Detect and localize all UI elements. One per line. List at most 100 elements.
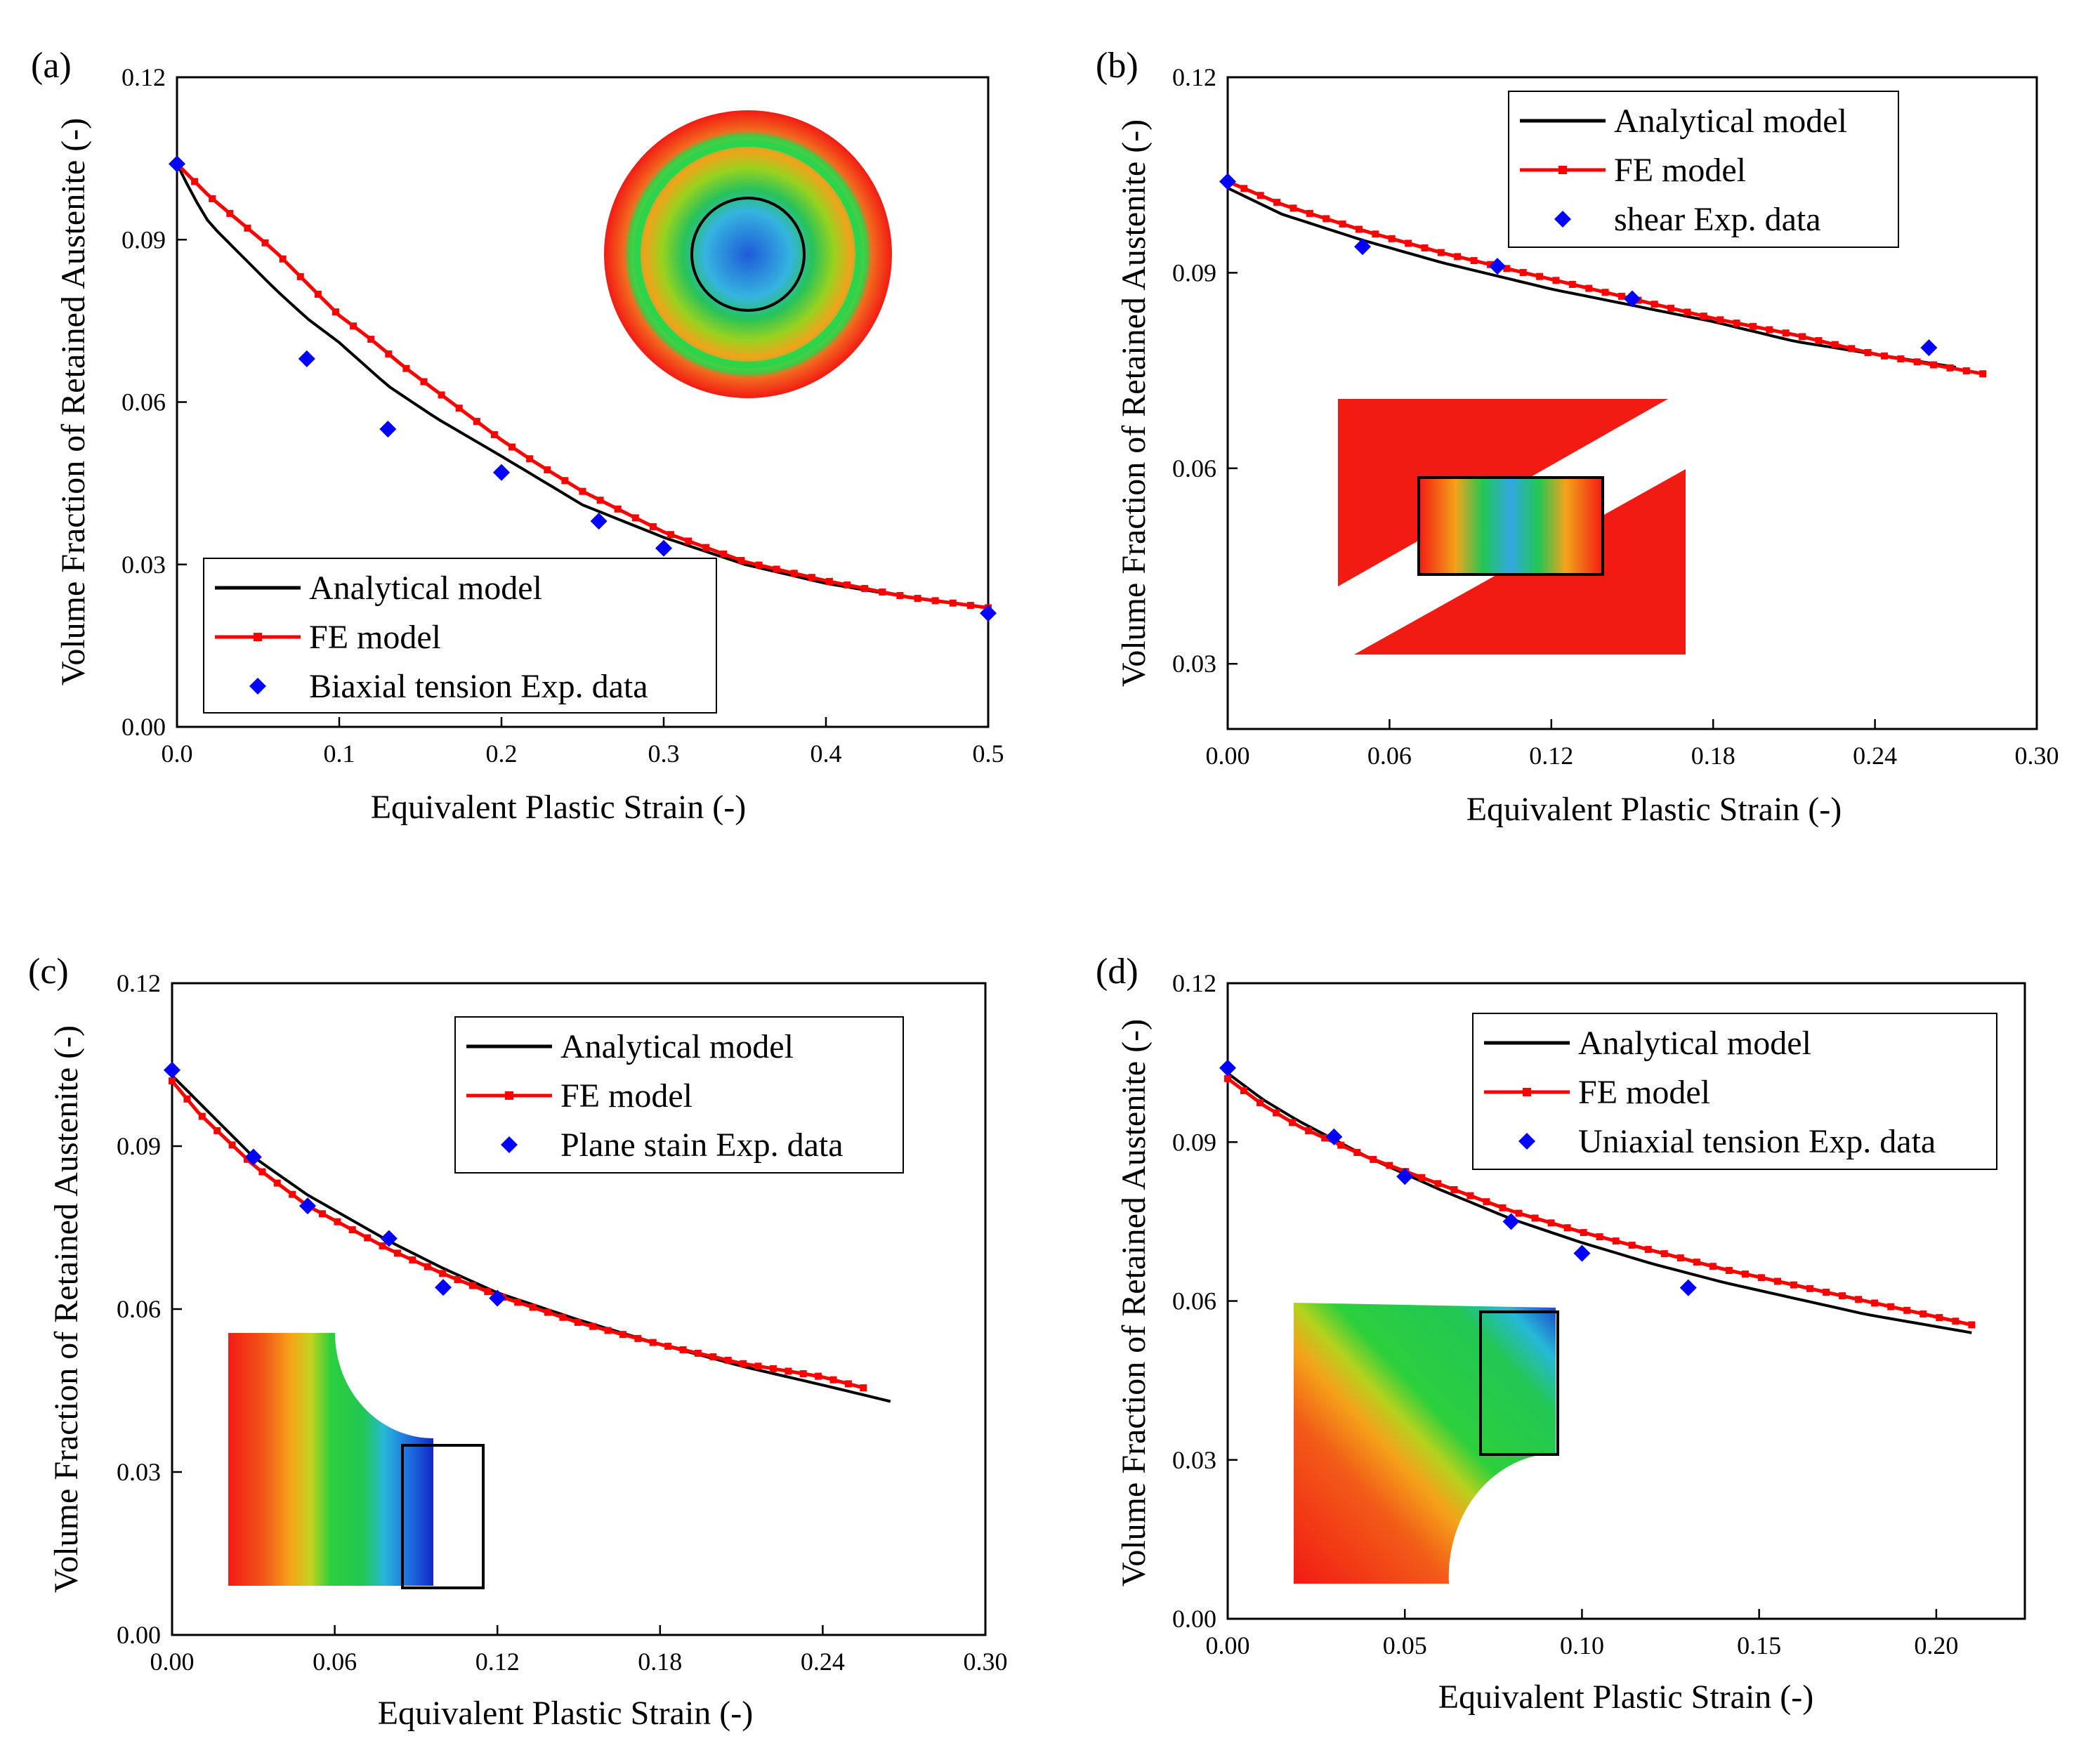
legend-entry-label: Analytical model <box>560 1028 794 1065</box>
fe-model-marker <box>1568 280 1576 288</box>
y-tick-label: 0.03 <box>122 551 166 579</box>
fe-model-marker <box>420 378 428 386</box>
fe-model-marker <box>1766 326 1773 334</box>
x-tick-label: 0.00 <box>150 1648 195 1676</box>
fe-model-marker <box>214 1126 221 1134</box>
fe-model-marker <box>367 336 375 343</box>
fe-model-marker <box>348 1226 356 1234</box>
exp-data-point <box>1502 1213 1520 1230</box>
fe-model-marker <box>1305 1127 1313 1135</box>
fe-model-marker <box>385 350 393 357</box>
fe-model-marker <box>1515 1209 1523 1217</box>
fe-model-marker <box>183 1095 191 1103</box>
fe-model-marker <box>1418 1174 1426 1181</box>
fe-model-marker <box>685 537 693 545</box>
fe-model-marker <box>579 487 586 495</box>
fe-model-marker <box>1930 361 1938 369</box>
y-tick-label: 0.09 <box>1172 258 1216 287</box>
fe-model-marker <box>1815 337 1823 345</box>
fe-model-marker <box>931 597 939 605</box>
fe-model-marker <box>544 1308 551 1316</box>
fe-model-marker <box>1717 316 1724 324</box>
x-axis-title: Equivalent Plastic Strain (-) <box>371 789 747 826</box>
x-tick-label: 0.12 <box>475 1648 520 1676</box>
legend-entry-label: FE model <box>1578 1074 1710 1111</box>
exp-data-point <box>379 421 397 438</box>
fe-model-marker <box>1823 1288 1830 1296</box>
fe-model-marker <box>1353 1149 1361 1157</box>
fe-model-marker <box>169 1077 176 1085</box>
series-line-analytical-model <box>176 163 989 610</box>
fe-model-marker <box>1470 257 1478 265</box>
fe-model-marker <box>209 195 216 202</box>
fe-model-marker <box>649 1339 657 1346</box>
fe-model-marker <box>1741 1270 1749 1278</box>
fe-model-marker <box>526 455 534 463</box>
fe-model-marker <box>949 599 957 607</box>
fe-model-marker <box>667 531 675 539</box>
fe-model-marker <box>896 591 904 599</box>
fe-model-marker <box>1749 322 1757 330</box>
fe-model-marker <box>1831 341 1839 348</box>
fe-model-marker <box>1273 1109 1280 1117</box>
fe-model-marker <box>755 561 763 569</box>
exp-data-point <box>164 1061 181 1079</box>
fe-model-marker <box>1757 1274 1765 1282</box>
legend-entry-label: Analytical model <box>1614 103 1847 140</box>
legend-entry-label: FE model <box>309 619 441 656</box>
legend-entry-label: FE model <box>1614 152 1746 189</box>
fe-model-marker <box>1519 268 1527 276</box>
fe-model-marker <box>1372 230 1379 238</box>
panel-label: (a) <box>31 46 72 86</box>
exp-data-point <box>435 1279 452 1296</box>
fe-model-marker <box>694 1349 702 1357</box>
fe-model-marker <box>261 239 269 247</box>
fe-model-marker <box>1936 1314 1943 1322</box>
fe-model-marker <box>1799 333 1806 341</box>
fe-model-marker <box>1321 1134 1329 1142</box>
exp-data-point <box>1396 1168 1414 1185</box>
fe-model-marker <box>799 1370 807 1378</box>
fe-model-marker <box>664 1342 672 1350</box>
y-tick-label: 0.03 <box>1172 650 1216 678</box>
fe-model-marker <box>1306 209 1313 217</box>
fe-model-marker <box>861 584 869 592</box>
exp-data-point <box>1624 290 1641 308</box>
fe-model-marker <box>1256 1099 1264 1107</box>
fe-model-marker <box>702 544 710 551</box>
x-axis-title: Equivalent Plastic Strain (-) <box>1466 791 1842 828</box>
fe-model-marker <box>1644 1246 1652 1254</box>
fe-model-marker <box>631 514 639 522</box>
fe-model-marker <box>332 308 339 316</box>
fe-model-marker <box>379 1242 386 1250</box>
exp-data-point <box>1679 1279 1697 1296</box>
inset-circular-specimen <box>604 110 892 398</box>
y-tick-label: 0.12 <box>122 63 166 91</box>
fe-model-marker <box>1596 1233 1603 1241</box>
x-tick-label: 0.1 <box>324 740 355 768</box>
fe-model-marker <box>393 1249 401 1257</box>
x-tick-label: 0.24 <box>1853 742 1897 770</box>
fe-model-marker <box>1979 370 1987 378</box>
fe-model-marker <box>1454 253 1462 261</box>
fe-model-marker <box>364 1234 372 1242</box>
fe-model-marker <box>724 1356 732 1364</box>
fe-model-marker <box>273 1179 281 1187</box>
x-tick-label: 0.30 <box>2015 742 2059 770</box>
x-tick-label: 0.00 <box>1206 742 1250 770</box>
legend-entry-label: Analytical model <box>1578 1025 1811 1062</box>
x-tick-label: 0.18 <box>1691 742 1735 770</box>
fe-model-marker <box>1386 1162 1393 1169</box>
inset-uniaxial-specimen <box>1294 1303 1559 1584</box>
fe-model-marker <box>484 1288 492 1296</box>
exp-data-point <box>1219 173 1236 190</box>
fe-model-marker <box>1273 199 1281 206</box>
inset-plane-strain-specimen <box>228 1333 485 1589</box>
x-tick-label: 0.20 <box>1914 1631 1958 1660</box>
fe-model-marker <box>829 1376 837 1384</box>
fe-model-marker <box>596 497 604 504</box>
fe-model-marker <box>1806 1284 1814 1292</box>
fe-model-marker <box>1733 320 1740 327</box>
fe-model-marker <box>614 505 622 513</box>
